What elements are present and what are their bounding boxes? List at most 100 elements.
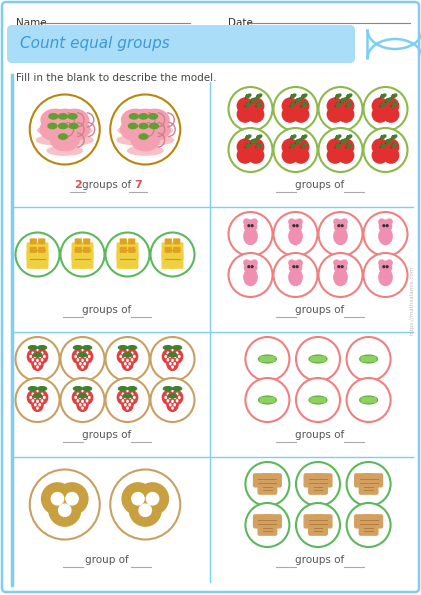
Ellipse shape xyxy=(120,396,121,399)
Ellipse shape xyxy=(89,396,90,399)
Ellipse shape xyxy=(171,350,183,363)
Circle shape xyxy=(260,397,265,402)
Ellipse shape xyxy=(123,394,132,398)
Circle shape xyxy=(334,219,339,224)
Text: Name: Name xyxy=(16,18,47,28)
Ellipse shape xyxy=(33,394,42,398)
Ellipse shape xyxy=(82,366,83,368)
Circle shape xyxy=(110,469,180,540)
FancyBboxPatch shape xyxy=(304,474,322,487)
Ellipse shape xyxy=(80,396,81,399)
Circle shape xyxy=(229,253,272,297)
Ellipse shape xyxy=(82,400,83,402)
Circle shape xyxy=(251,225,253,227)
Circle shape xyxy=(327,148,343,163)
Ellipse shape xyxy=(257,143,262,147)
Circle shape xyxy=(371,356,376,361)
Ellipse shape xyxy=(302,135,307,139)
Circle shape xyxy=(386,260,392,265)
Ellipse shape xyxy=(39,396,40,399)
Circle shape xyxy=(132,493,144,505)
Circle shape xyxy=(289,260,294,265)
FancyBboxPatch shape xyxy=(304,515,322,528)
Circle shape xyxy=(314,356,319,361)
Circle shape xyxy=(263,356,268,361)
Ellipse shape xyxy=(118,387,127,390)
Circle shape xyxy=(296,503,340,547)
Ellipse shape xyxy=(122,109,150,130)
Ellipse shape xyxy=(44,396,45,399)
Circle shape xyxy=(248,139,264,155)
Circle shape xyxy=(248,266,250,268)
Ellipse shape xyxy=(80,404,81,406)
Circle shape xyxy=(252,260,257,265)
Ellipse shape xyxy=(41,359,43,361)
Circle shape xyxy=(363,253,408,297)
Circle shape xyxy=(311,397,315,402)
Ellipse shape xyxy=(296,139,301,143)
Circle shape xyxy=(245,462,289,506)
Ellipse shape xyxy=(133,355,135,358)
Ellipse shape xyxy=(131,359,133,361)
Ellipse shape xyxy=(258,355,276,363)
Ellipse shape xyxy=(291,102,296,106)
Circle shape xyxy=(270,356,275,361)
Circle shape xyxy=(243,102,258,118)
Circle shape xyxy=(61,233,104,277)
Circle shape xyxy=(282,139,298,155)
Circle shape xyxy=(319,87,362,131)
Circle shape xyxy=(338,266,340,268)
Text: group of: group of xyxy=(85,555,129,565)
Ellipse shape xyxy=(74,387,83,390)
Circle shape xyxy=(288,143,303,159)
FancyBboxPatch shape xyxy=(355,515,373,528)
Circle shape xyxy=(338,107,354,122)
Circle shape xyxy=(314,397,319,402)
FancyBboxPatch shape xyxy=(313,474,332,487)
Ellipse shape xyxy=(246,135,251,139)
Circle shape xyxy=(282,98,298,114)
Ellipse shape xyxy=(381,102,386,106)
FancyBboxPatch shape xyxy=(360,522,378,535)
Ellipse shape xyxy=(246,102,251,106)
Ellipse shape xyxy=(51,119,79,140)
Ellipse shape xyxy=(336,143,341,147)
Circle shape xyxy=(59,504,71,516)
Circle shape xyxy=(30,95,100,164)
Ellipse shape xyxy=(176,393,178,395)
Circle shape xyxy=(237,107,253,122)
Ellipse shape xyxy=(35,396,36,399)
Circle shape xyxy=(320,356,325,361)
Circle shape xyxy=(245,220,256,232)
Ellipse shape xyxy=(392,102,397,106)
Ellipse shape xyxy=(33,353,42,357)
Circle shape xyxy=(293,107,309,122)
Ellipse shape xyxy=(379,269,392,286)
Ellipse shape xyxy=(168,394,177,398)
Text: Date: Date xyxy=(228,18,253,28)
Ellipse shape xyxy=(246,143,251,147)
Ellipse shape xyxy=(125,363,126,365)
Circle shape xyxy=(252,219,257,224)
Circle shape xyxy=(334,260,339,265)
Ellipse shape xyxy=(32,357,43,371)
Circle shape xyxy=(263,397,268,402)
Circle shape xyxy=(296,225,298,227)
Circle shape xyxy=(248,107,264,122)
Ellipse shape xyxy=(244,228,257,245)
Ellipse shape xyxy=(86,359,88,361)
Ellipse shape xyxy=(122,398,133,411)
Circle shape xyxy=(282,107,298,122)
Ellipse shape xyxy=(118,346,127,349)
Circle shape xyxy=(317,356,322,361)
FancyBboxPatch shape xyxy=(313,515,332,528)
FancyBboxPatch shape xyxy=(171,252,183,268)
Ellipse shape xyxy=(302,102,307,106)
Circle shape xyxy=(341,225,343,227)
Circle shape xyxy=(363,128,408,172)
Text: groups of: groups of xyxy=(83,305,132,315)
Ellipse shape xyxy=(128,387,136,390)
Ellipse shape xyxy=(251,98,256,102)
Ellipse shape xyxy=(82,407,83,409)
Circle shape xyxy=(383,139,399,155)
